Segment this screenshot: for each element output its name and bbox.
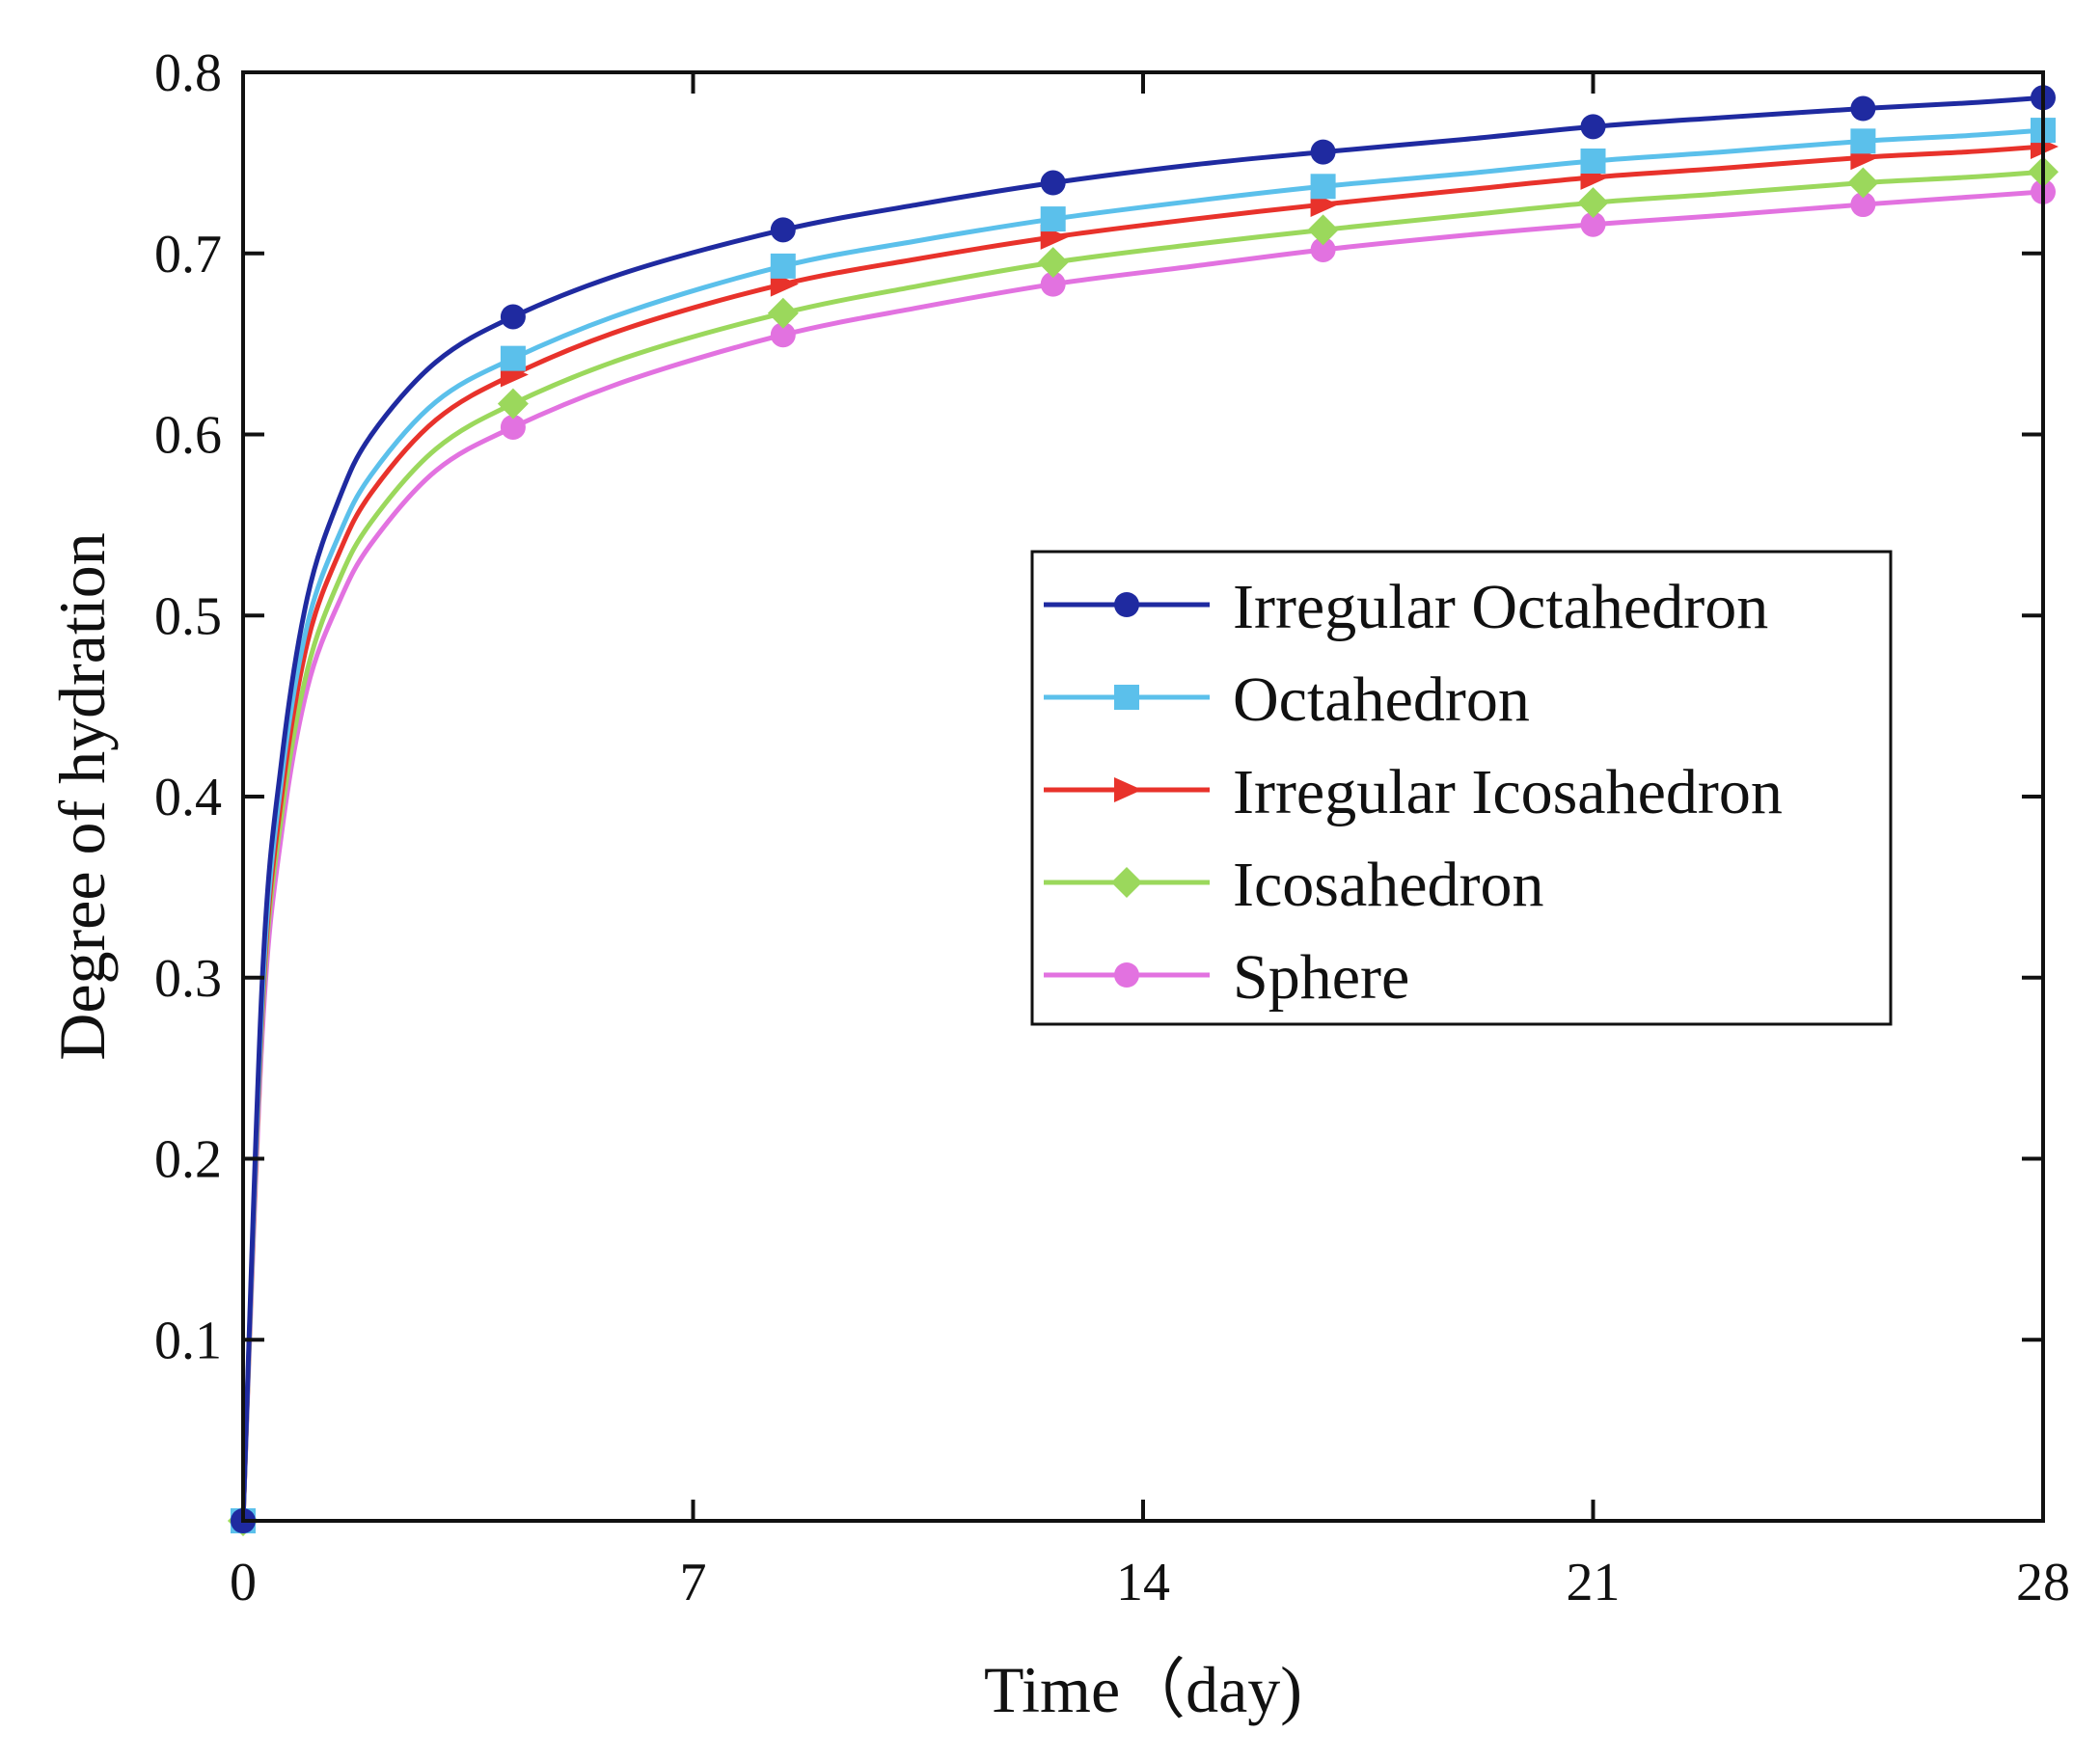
- data-point-sphere: [1580, 211, 1606, 237]
- x-tick-label: 0: [230, 1553, 257, 1612]
- legend-label-irregular-octahedron: Irregular Octahedron: [1233, 572, 1768, 642]
- legend-marker-sphere: [1114, 962, 1139, 988]
- x-tick-label: 14: [1116, 1553, 1170, 1612]
- data-point-octahedron: [1850, 128, 1876, 154]
- axis-layer: 0 7 14 21 28 0.1 0.2 0.3 0.4 0.5 0.6 0.7 0.8: [154, 43, 2070, 1612]
- data-point-octahedron: [770, 253, 796, 279]
- x-tick-label: 7: [680, 1553, 707, 1612]
- series-line-sphere: [240, 189, 2044, 1522]
- data-point-icosahedron: [497, 388, 529, 420]
- data-point-octahedron: [1310, 174, 1336, 200]
- series-irregular-octahedron: [231, 85, 2056, 1533]
- data-point-sphere: [770, 322, 796, 348]
- data-point-irregular-octahedron: [1310, 139, 1336, 165]
- data-point-sphere: [1850, 192, 1876, 218]
- x-tick-label: 28: [2016, 1553, 2070, 1612]
- legend-marker-irregular-icosahedron: [1114, 777, 1142, 802]
- y-tick-label: 0.3: [154, 949, 222, 1009]
- data-point-icosahedron: [1037, 247, 1069, 279]
- data-point-octahedron: [1580, 148, 1606, 174]
- data-point-icosahedron: [1307, 214, 1339, 246]
- data-point-sphere: [1310, 236, 1336, 262]
- data-point-sphere: [500, 414, 526, 440]
- series-sphere: [231, 178, 2056, 1533]
- legend: Irregular Octahedron Octahedron Irregular …: [1030, 550, 1893, 1026]
- y-tick-label: 0.2: [154, 1130, 222, 1190]
- y-tick-label: 0.6: [154, 406, 222, 466]
- data-point-irregular-octahedron: [1040, 170, 1066, 196]
- plot-layer: [228, 85, 2059, 1536]
- data-point-sphere: [1040, 271, 1066, 297]
- data-point-irregular-octahedron: [500, 304, 526, 330]
- legend-label-sphere: Sphere: [1233, 942, 1409, 1013]
- data-point-octahedron: [1040, 206, 1066, 232]
- series-line-icosahedron: [240, 169, 2044, 1522]
- y-tick-label: 0.5: [154, 586, 222, 646]
- data-point-irregular-octahedron: [1580, 114, 1606, 140]
- x-axis-label: Time（day): [984, 1653, 1302, 1726]
- legend-label-octahedron: Octahedron: [1233, 664, 1530, 735]
- y-tick-label: 0.7: [154, 225, 222, 284]
- data-point-icosahedron: [767, 297, 799, 329]
- legend-label-irregular-icosahedron: Irregular Icosahedron: [1233, 757, 1783, 827]
- data-point-irregular-octahedron: [1850, 95, 1876, 122]
- legend-marker-octahedron: [1114, 685, 1139, 710]
- data-point-icosahedron: [1847, 167, 1879, 199]
- data-point-irregular-octahedron: [770, 217, 796, 243]
- legend-marker-icosahedron: [1111, 867, 1142, 898]
- data-point-octahedron: [500, 345, 526, 371]
- data-point-icosahedron: [1577, 187, 1609, 219]
- y-tick-label: 0.8: [154, 43, 222, 103]
- legend-marker-irregular-octahedron: [1114, 592, 1139, 617]
- y-tick-label: 0.4: [154, 768, 222, 827]
- x-tick-label: 21: [1567, 1553, 1621, 1612]
- y-tick-label: 0.1: [154, 1311, 222, 1370]
- y-axis-label: Degree of hydration: [45, 532, 119, 1061]
- legend-label-icosahedron: Icosahedron: [1233, 850, 1544, 920]
